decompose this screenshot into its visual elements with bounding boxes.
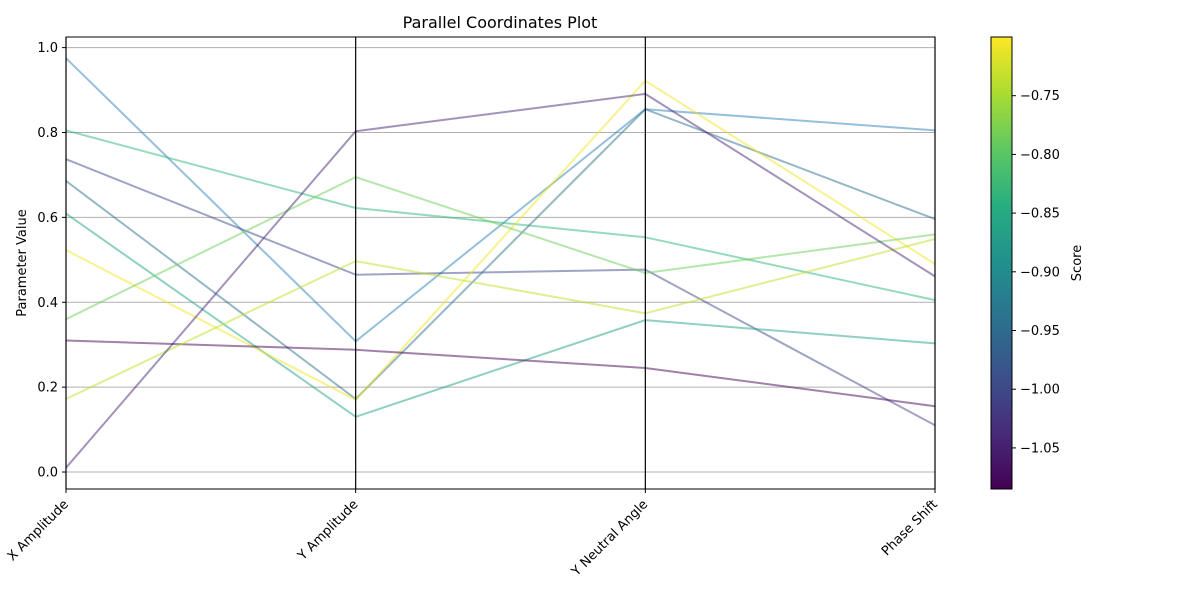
category-axes (65, 37, 936, 489)
series-line-6 (65, 176, 936, 321)
colorbar-tick-label: −0.80 (1020, 148, 1060, 163)
category-label: Y Amplitude (295, 497, 362, 564)
colorbar (990, 36, 1013, 490)
series-line-0 (65, 57, 936, 343)
chart-title: Parallel Coordinates Plot (403, 13, 598, 32)
y-tick-label: 0.6 (37, 211, 58, 226)
series-line-1 (65, 129, 936, 302)
gridlines (66, 47, 935, 473)
plot-frame (65, 36, 936, 490)
series-line-4 (65, 212, 936, 418)
series-line-7 (65, 339, 936, 408)
series-line-3 (65, 108, 936, 400)
series-lines (65, 57, 936, 469)
category-label: Phase Shift (879, 497, 941, 559)
series-line-8 (65, 238, 936, 400)
y-tick-label: 0.4 (37, 296, 58, 311)
colorbar-label: Score (1070, 245, 1085, 281)
colorbar-tick-label: −0.90 (1020, 265, 1060, 280)
series-line-9 (65, 92, 936, 469)
colorbar-tick-label: −0.95 (1020, 324, 1060, 339)
y-axis-ticks: 0.0 0.2 0.4 0.6 0.8 1.0 (37, 41, 66, 481)
colorbar-tick-label: −0.85 (1020, 207, 1060, 222)
colorbar-tick-label: −1.00 (1020, 383, 1060, 398)
category-label: Y Neutral Angle (568, 497, 651, 580)
series-line-2 (65, 158, 936, 427)
colorbar-ticks: −1.05 −1.00 −0.95 −0.90 −0.85 −0.80 −0.75 (1012, 89, 1060, 456)
colorbar-tick-label: −0.75 (1020, 89, 1060, 104)
x-axis-category-labels: X Amplitude Y Amplitude Y Neutral Angle Pha… (5, 489, 941, 580)
category-label: X Amplitude (5, 497, 72, 564)
y-tick-label: 1.0 (37, 41, 58, 56)
colorbar-tick-label: −1.05 (1020, 441, 1060, 456)
y-tick-label: 0.8 (37, 126, 58, 141)
series-line-5 (65, 79, 936, 401)
y-tick-label: 0.2 (37, 381, 58, 396)
y-tick-label: 0.0 (37, 466, 58, 481)
y-axis-label: Parameter Value (15, 209, 30, 316)
